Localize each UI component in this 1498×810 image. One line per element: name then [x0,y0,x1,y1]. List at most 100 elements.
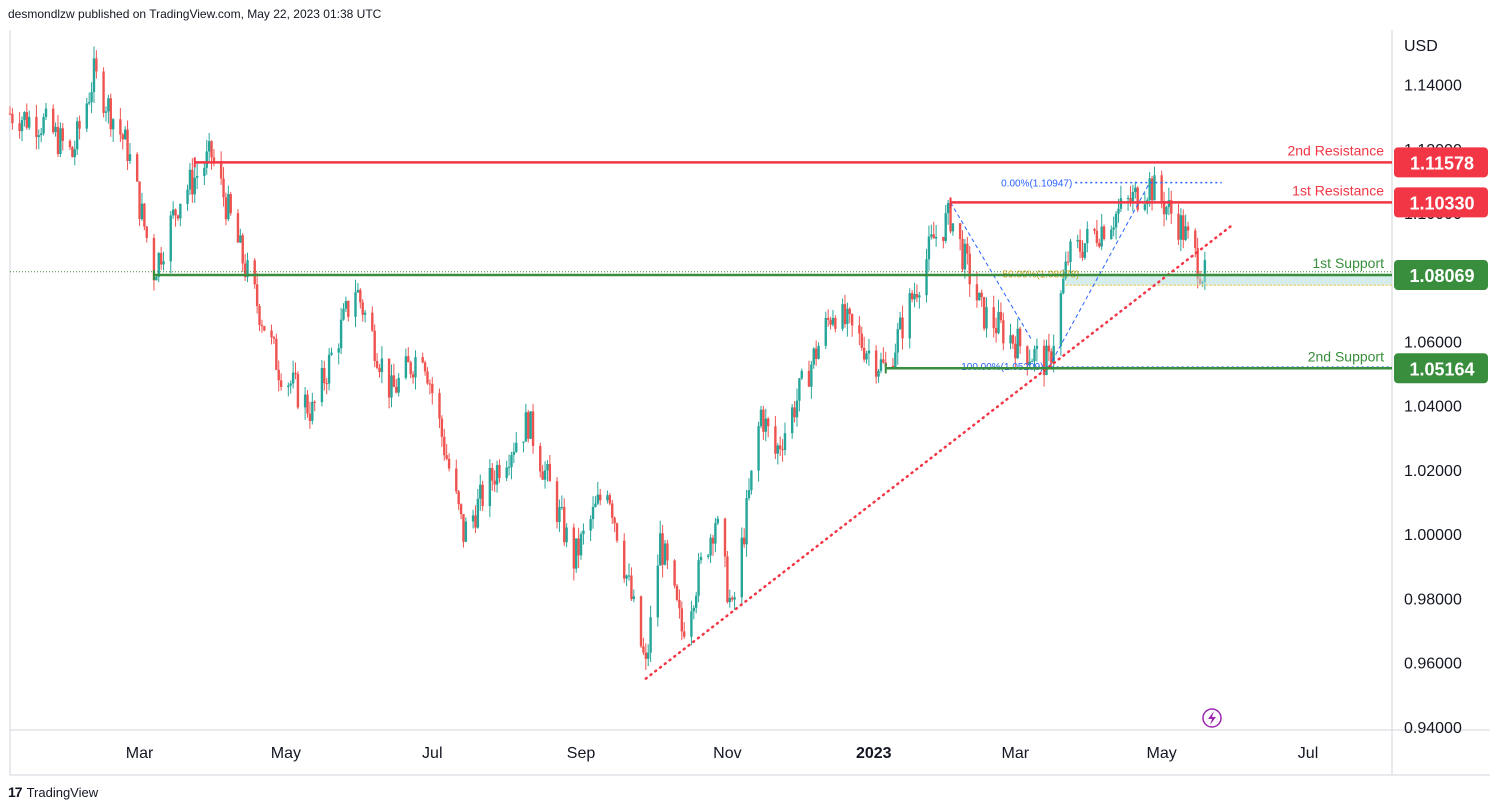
candle-body [625,575,628,579]
candle-body [1100,226,1103,247]
level-badge-value: 1.08069 [1409,266,1474,286]
candle-body [515,442,518,452]
candle-body [1066,261,1070,263]
candle-body [294,372,297,374]
candle-body [673,560,676,586]
candle-body [546,464,549,471]
candle-body [829,319,832,325]
candle-body [611,503,614,518]
candle-body [867,350,871,354]
price-axis[interactable]: USD1.140001.120001.100001.060001.040001.… [1404,38,1462,737]
candle-body [680,608,684,632]
candle-body [474,515,477,528]
candle-body [934,236,938,239]
y-tick-label: 1.14000 [1404,78,1462,95]
candle-body [464,521,468,542]
candle-body [1018,328,1022,347]
x-tick-label: Jul [422,745,442,762]
candle-body [1093,228,1096,231]
candle-body [630,575,633,600]
candle-body [373,330,376,362]
candle-body [1126,198,1130,200]
candle-body [155,276,158,281]
candle-body [296,373,300,408]
candle-body [608,495,612,504]
candle-body [210,141,213,158]
flash-icon[interactable] [1202,708,1222,728]
candle-body [243,263,247,278]
time-axis[interactable]: Mar May Jul Sep Nov 2023 Mar May Jul [126,745,1318,762]
candle-body [457,491,460,505]
level-name: 2nd Resistance [1287,142,1384,158]
candle-body [1035,345,1039,350]
candle-body [359,289,362,303]
candle-body [159,253,163,265]
candle-body [891,365,895,368]
candle-body [834,317,837,329]
y-tick-label: 1.00000 [1404,527,1462,544]
candle-body [826,317,830,320]
candle-body [512,451,516,455]
candle-body [109,98,112,130]
candle-body [589,519,592,531]
candle-body [613,517,616,524]
candle-body [877,370,880,377]
candle-body [927,236,931,260]
candle-body [447,458,451,469]
candle-body [1002,320,1005,344]
candle-body [222,178,225,198]
candle-body [327,354,331,384]
candle-body [186,189,189,204]
candle-body [930,234,933,237]
x-tick-label: 2023 [856,745,892,762]
candle-body [522,441,525,443]
candle-body [896,329,899,353]
candle-body [260,324,264,327]
candle-body [378,367,381,373]
candle-body [949,203,952,232]
candle-body [915,294,919,298]
y-tick-label: 1.02000 [1404,463,1462,480]
candle-body [946,203,950,214]
candle-body [541,471,544,480]
candle-body [572,527,576,569]
candle-body [253,260,256,285]
candle-body [865,353,868,360]
candle-body [107,98,110,112]
candle-body [639,596,643,647]
candle-body [615,523,619,541]
candle-body [774,426,777,454]
candle-body [306,394,309,414]
candle-body [95,58,98,72]
candle-body [951,223,955,232]
level-name: 1st Support [1312,255,1384,271]
candle-body [35,116,38,137]
candlesticks [8,46,1207,670]
candle-body [423,362,427,372]
candle-body [817,345,820,359]
candle-body [575,538,578,569]
candle-body [1078,239,1082,252]
candle-body [874,350,878,377]
candle-body [531,411,535,446]
candle-body [421,357,424,363]
candle-body [323,367,326,384]
candle-body [289,383,292,386]
candle-body [1033,349,1036,362]
candle-body [320,367,324,403]
tradingview-footer[interactable]: 17 TradingView [8,784,98,800]
candle-body [757,426,760,471]
candle-body [565,527,568,543]
x-tick-label: May [1147,745,1177,762]
candle-body [363,312,367,315]
candle-body [925,259,928,296]
candle-body [894,352,897,368]
candle-body [73,149,76,157]
candle-body [695,595,698,608]
level-badge [1394,260,1488,291]
candle-body [596,494,600,504]
candle-body [932,234,935,239]
candle-body [798,378,801,401]
candle-body [1042,345,1046,376]
